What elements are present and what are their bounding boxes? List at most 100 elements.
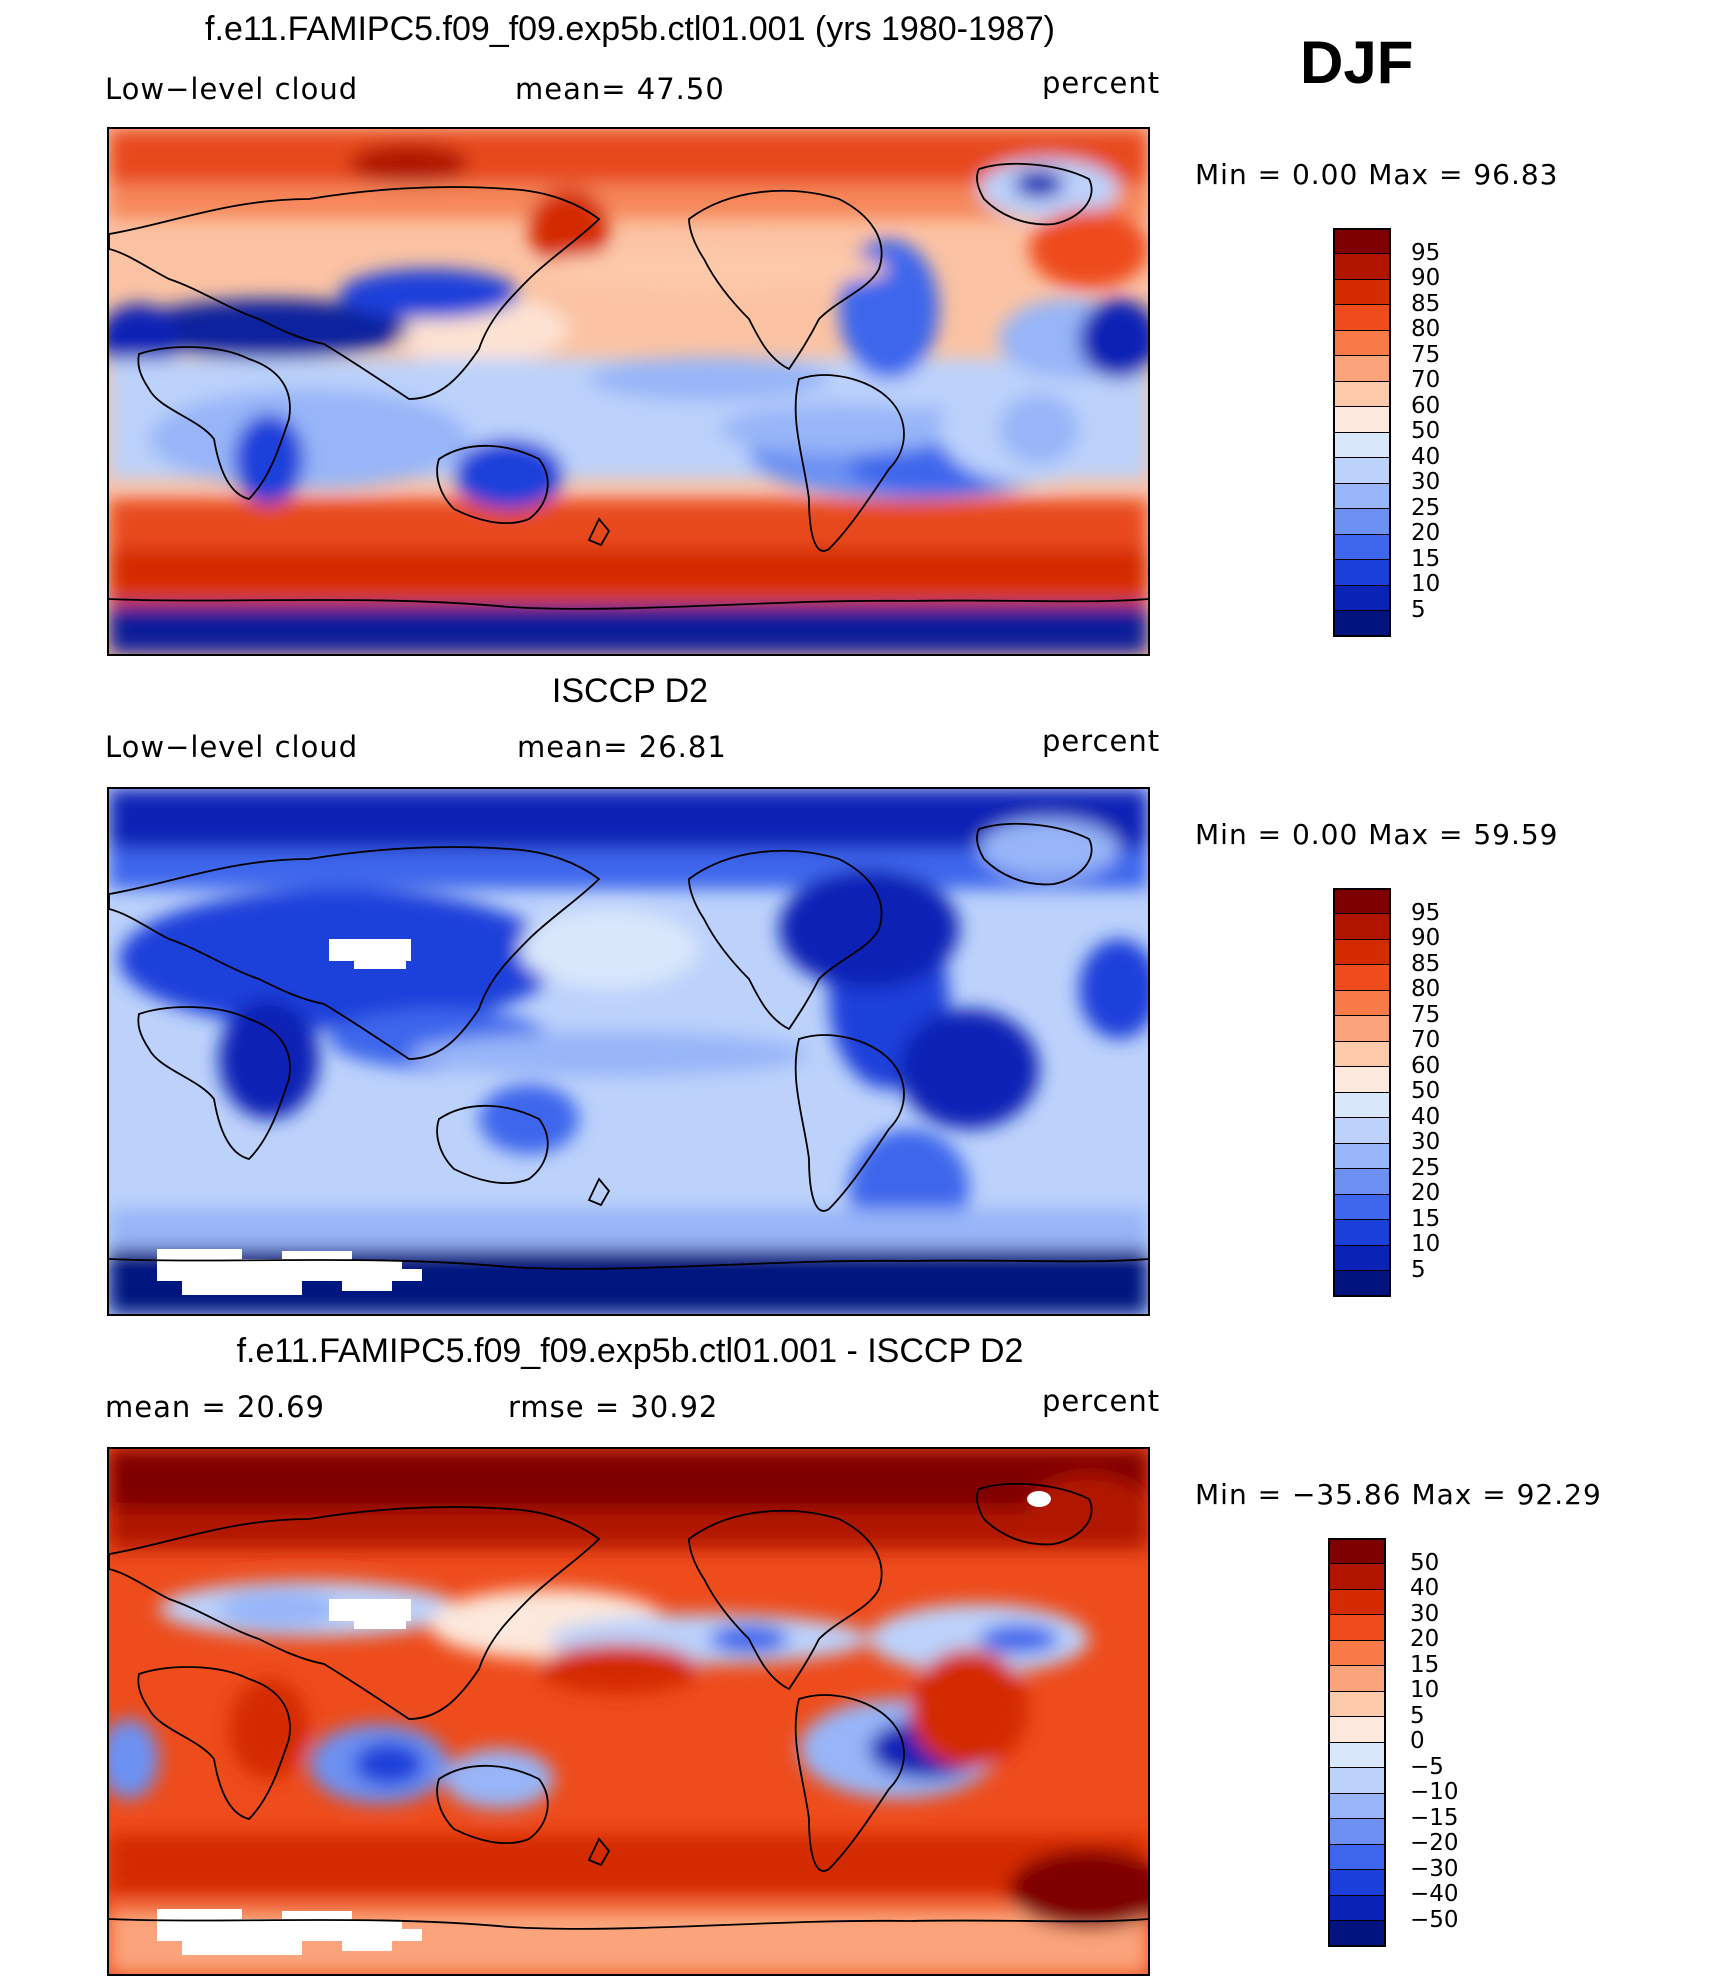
panel1-swatch (1333, 585, 1391, 612)
panel1-legend-label: 85 (1411, 291, 1441, 317)
panel3-swatch (1328, 1767, 1386, 1794)
panel3-swatch (1328, 1742, 1386, 1769)
panel2-legend-label: 80 (1411, 976, 1441, 1002)
panel3-legend-label: −50 (1410, 1907, 1459, 1933)
panel3-legend-label: −30 (1410, 1856, 1459, 1882)
panel1-swatch (1333, 483, 1391, 510)
panel2-swatch (1333, 1015, 1391, 1042)
panel3-map (107, 1447, 1150, 1976)
panel2-swatch (1333, 990, 1391, 1017)
panel2-legend-label: 25 (1411, 1155, 1441, 1181)
panel3-colorbar-frame (1328, 1538, 1386, 1947)
panel1-minmax: Min = 0.00 Max = 96.83 (1195, 158, 1559, 191)
panel1-map (107, 127, 1150, 656)
panel1-legend-label: 30 (1411, 469, 1441, 495)
panel2-swatch (1333, 1168, 1391, 1195)
panel2-legend-label: 60 (1411, 1053, 1441, 1079)
panel1-swatch (1333, 330, 1391, 357)
panel2-swatch (1333, 1092, 1391, 1119)
panel3-swatch (1328, 1895, 1386, 1922)
panel1-legend-label: 25 (1411, 495, 1441, 521)
panel3-legend-label: −40 (1410, 1881, 1459, 1907)
panel3-missing-data (329, 1599, 411, 1621)
panel3-swatch (1328, 1589, 1386, 1616)
panel1-title: f.e11.FAMIPC5.f09_f09.exp5b.ctl01.001 (y… (205, 10, 1055, 48)
panel3-swatch (1328, 1665, 1386, 1692)
panel1-swatch (1333, 279, 1391, 306)
panel3-legend-label: −15 (1410, 1805, 1459, 1831)
panel2-title: ISCCP D2 (551, 672, 709, 710)
panel1-legend-label: 10 (1411, 571, 1441, 597)
panel3-rmse-label: rmse = 30.92 (508, 1390, 719, 1424)
panel2-units: percent (1042, 724, 1161, 758)
panel1-legend-label: 5 (1411, 597, 1426, 623)
panel1-legend-label: 75 (1411, 342, 1441, 368)
panel3-missing-data (354, 1619, 406, 1629)
panel2-mean-label: mean= 26.81 (517, 730, 727, 764)
panel3-swatch (1328, 1716, 1386, 1743)
panel1-swatch (1333, 304, 1391, 331)
panel2-legend-label: 50 (1411, 1078, 1441, 1104)
panel2-legend-label: 70 (1411, 1027, 1441, 1053)
panel3-swatch (1328, 1563, 1386, 1590)
panel2-map-svg (109, 789, 1148, 1314)
panel2-swatch (1333, 1194, 1391, 1221)
panel2-swatch (1333, 1117, 1391, 1144)
panel2-legend-label: 30 (1411, 1129, 1441, 1155)
panel3-minmax: Min = −35.86 Max = 92.29 (1195, 1478, 1602, 1511)
panel3-legend-label: 20 (1410, 1626, 1440, 1652)
panel1-swatch (1333, 381, 1391, 408)
panel3-swatch (1328, 1614, 1386, 1641)
panel2-left-label: Low−level cloud (105, 730, 359, 764)
panel2-legend-label: 20 (1411, 1180, 1441, 1206)
panel3-legend-label: 5 (1410, 1703, 1425, 1729)
panel2-swatch (1333, 1270, 1391, 1297)
panel2-coastlines (109, 822, 1148, 1270)
panel1-colorbar-frame (1333, 228, 1391, 637)
panel2-legend-label: 75 (1411, 1002, 1441, 1028)
panel3-legend-label: 15 (1410, 1652, 1440, 1678)
panel2-swatch (1333, 1143, 1391, 1170)
panel3-legend-label: 0 (1410, 1728, 1425, 1754)
panel2-legend-label: 40 (1411, 1104, 1441, 1130)
panel1-legend-label: 50 (1411, 418, 1441, 444)
panel1-swatch (1333, 534, 1391, 561)
panel1-legend-label: 20 (1411, 520, 1441, 546)
panel2-missing-data (354, 959, 406, 969)
panel3-legend-label: 30 (1410, 1601, 1440, 1627)
panel2-swatch (1333, 964, 1391, 991)
panel1-legend-label: 70 (1411, 367, 1441, 393)
panel3-legend-label: 40 (1410, 1575, 1440, 1601)
panel2-legend-label: 5 (1411, 1257, 1426, 1283)
panel2-colorbar-frame (1333, 888, 1391, 1297)
panel3-legend-label: −5 (1410, 1754, 1444, 1780)
panel3-legend-label: −20 (1410, 1830, 1459, 1856)
panel2-swatch (1333, 913, 1391, 940)
panel1-swatch (1333, 457, 1391, 484)
panel1-swatch (1333, 253, 1391, 280)
panel2-map (107, 787, 1150, 1316)
panel2-swatch (1333, 1245, 1391, 1272)
panel1-swatch (1333, 610, 1391, 637)
panel2-minmax: Min = 0.00 Max = 59.59 (1195, 818, 1559, 851)
panel2-legend-label: 15 (1411, 1206, 1441, 1232)
panel2-swatch (1333, 1066, 1391, 1093)
panel2-legend-label: 95 (1411, 900, 1441, 926)
panel1-legend-label: 60 (1411, 393, 1441, 419)
panel1-legend-label: 40 (1411, 444, 1441, 470)
panel2-field (109, 789, 1148, 1314)
panel2-swatch (1333, 939, 1391, 966)
panel3-map-svg (109, 1449, 1148, 1974)
panel1-legend-label: 90 (1411, 265, 1441, 291)
panel3-mean-label: mean = 20.69 (105, 1390, 325, 1424)
panel2-swatch (1333, 1041, 1391, 1068)
panel1-map-svg (109, 129, 1148, 654)
panel3-legend-label: 10 (1410, 1677, 1440, 1703)
panel3-missing-data (1027, 1491, 1051, 1507)
panel3-swatch (1328, 1640, 1386, 1667)
panel3-legend-label: 50 (1410, 1550, 1440, 1576)
panel3-swatch (1328, 1869, 1386, 1896)
season-label: DJF (1300, 29, 1414, 96)
panel1-swatch (1333, 508, 1391, 535)
panel1-swatch (1333, 355, 1391, 382)
